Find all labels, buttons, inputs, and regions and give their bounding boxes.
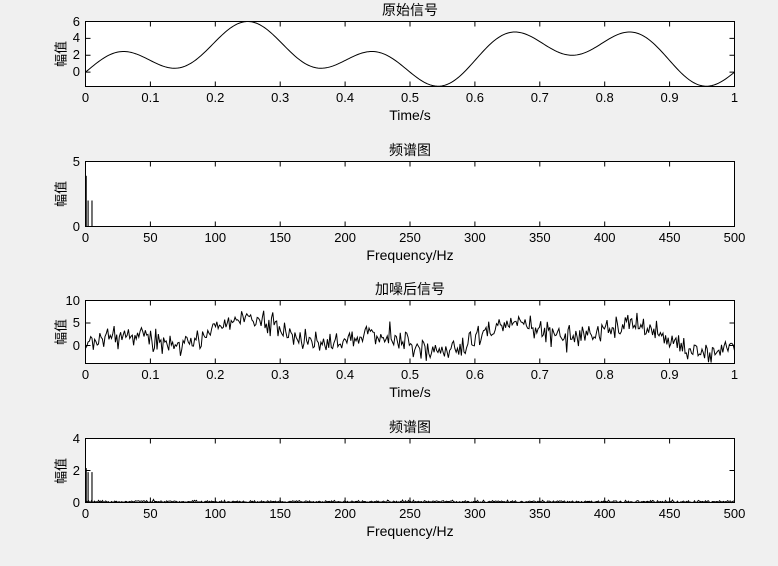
x-tick-label: 0.9 [660,90,679,105]
plot-area-original-signal [85,20,735,87]
y-tick-label: 5 [72,315,80,330]
x-tick-label: 300 [464,230,486,245]
y-tick-label: 5 [72,153,80,169]
x-axis-label-time-1: Time/s [389,107,431,123]
plot-area-spectrum-original [85,161,735,227]
x-tick-label: 500 [723,506,746,521]
x-tick-label: 0.5 [400,90,420,105]
x-tick-label: 0.4 [336,90,355,105]
plot-area-spectrum-noisy [85,438,735,504]
y-tick-label: 6 [72,13,80,29]
x-tick-label: 0.3 [271,90,290,105]
x-tick-label: 0.8 [595,90,614,105]
y-tick-label: 2 [72,462,80,478]
x-tick-label: 0.3 [271,367,290,382]
x-tick-label: 450 [658,230,681,245]
x-tick-label: 300 [464,506,486,521]
chart-title-spectrum-original: 频谱图 [389,142,431,158]
x-tick-label: 0 [81,90,90,105]
y-tick-label: 10 [65,292,80,308]
x-tick-label: 150 [269,230,292,245]
chart-title-original-signal: 原始信号 [382,2,438,18]
x-tick-label: 100 [204,506,227,521]
x-tick-label: 250 [399,506,421,521]
y-tick-label: 4 [72,30,80,46]
x-tick-label: 1 [730,90,739,105]
x-tick-label: 400 [593,230,616,245]
x-tick-label: 450 [658,506,681,521]
x-tick-label: 0 [81,506,90,521]
x-tick-label: 200 [334,230,356,245]
x-axis-label-frequency-2: Frequency/Hz [366,523,454,539]
x-tick-label: 0.6 [465,90,484,105]
x-tick-label: 0.8 [595,367,614,382]
x-tick-label: 0.1 [141,90,160,105]
y-tick-label: 4 [72,430,80,446]
y-tick-label: 0 [72,494,80,510]
x-axis-label-time-2: Time/s [389,384,431,400]
x-tick-label: 0.2 [206,90,225,105]
x-tick-label: 0 [81,230,90,245]
x-tick-label: 150 [269,506,292,521]
x-tick-label: 0.7 [530,367,549,382]
x-tick-label: 1 [730,367,739,382]
x-tick-label: 500 [723,230,746,245]
x-axis-label-frequency-1: Frequency/Hz [366,247,454,263]
x-tick-label: 0.7 [530,90,549,105]
x-tick-label: 250 [399,230,421,245]
plot-area-noisy-signal [85,300,735,364]
x-tick-label: 0 [81,367,90,382]
x-tick-label: 350 [528,506,551,521]
x-tick-label: 0.1 [141,367,160,382]
x-tick-label: 50 [143,506,158,521]
chart-title-noisy-signal: 加噪后信号 [375,281,445,297]
x-tick-label: 100 [204,230,227,245]
chart-title-spectrum-noisy: 频谱图 [389,419,431,435]
x-tick-label: 200 [334,506,356,521]
y-tick-label: 2 [72,47,80,63]
x-tick-label: 50 [143,230,158,245]
y-tick-label: 0 [72,218,80,234]
x-tick-label: 350 [528,230,551,245]
x-tick-label: 0.2 [206,367,225,382]
x-tick-label: 0.9 [660,367,679,382]
x-tick-label: 0.5 [400,367,420,382]
y-tick-label: 0 [72,337,80,353]
x-tick-label: 0.4 [336,367,355,382]
x-tick-label: 0.6 [465,367,484,382]
y-tick-label: 0 [72,64,80,80]
x-tick-label: 400 [593,506,616,521]
